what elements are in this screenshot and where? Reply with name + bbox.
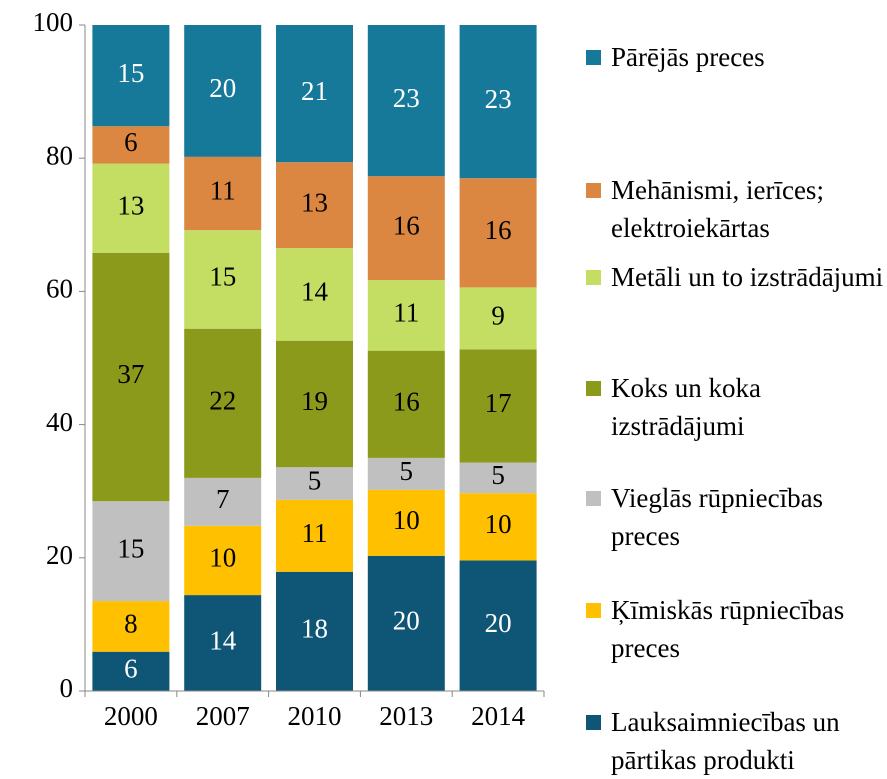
data-label: 16	[393, 386, 420, 416]
legend-label: Vieglās rūpniecības preces	[611, 483, 824, 551]
bar-segment	[276, 25, 353, 163]
bar-segment	[276, 499, 353, 572]
bar-segment	[459, 25, 537, 179]
y-tick-label: 0	[60, 673, 74, 703]
bar-segment	[367, 280, 445, 351]
legend-label: Pārējās preces	[611, 42, 765, 72]
legend-swatch	[586, 715, 601, 730]
bar-segment	[459, 178, 537, 288]
data-label: 5	[491, 460, 505, 490]
data-label: 11	[210, 176, 236, 206]
data-label: 6	[124, 127, 138, 157]
data-label: 16	[485, 215, 512, 245]
y-tick-label: 100	[33, 7, 74, 37]
data-label: 15	[209, 262, 236, 292]
data-label: 14	[301, 277, 329, 307]
legend-swatch	[586, 491, 601, 506]
bar-segment	[92, 651, 170, 691]
bar-segment	[367, 25, 445, 177]
data-label: 17	[485, 388, 512, 418]
data-label: 10	[485, 509, 512, 539]
y-tick-label: 20	[46, 540, 73, 570]
data-label: 20	[393, 606, 420, 636]
legend-swatch	[586, 183, 601, 198]
data-label: 15	[117, 58, 144, 88]
bar-segment	[92, 126, 170, 164]
legend-swatch	[586, 381, 601, 396]
bar-segment	[459, 287, 537, 350]
bar-segment	[276, 248, 353, 341]
bar-segment	[184, 477, 262, 526]
bar-segment	[276, 162, 353, 249]
bar-segment	[92, 163, 170, 253]
data-label: 14	[209, 625, 237, 655]
legend-label: Metāli un to izstrādājumi	[611, 262, 884, 292]
bar-segment	[367, 457, 445, 490]
bar-segment	[276, 467, 353, 500]
data-label: 13	[117, 190, 144, 220]
data-label: 23	[485, 84, 512, 114]
data-label: 5	[400, 456, 414, 486]
data-label: 20	[485, 608, 512, 638]
bar-segment	[367, 176, 445, 281]
data-label: 20	[209, 73, 236, 103]
bar-segment	[367, 555, 445, 691]
data-label: 22	[209, 385, 236, 415]
bar-segment	[459, 462, 537, 494]
bar-segment	[92, 25, 170, 127]
y-tick-label: 80	[46, 140, 73, 170]
data-label: 15	[117, 533, 144, 563]
bar-segment	[184, 328, 262, 478]
bar-segment	[459, 493, 537, 561]
data-label: 7	[216, 484, 230, 514]
y-tick-label: 60	[46, 274, 73, 304]
data-label: 11	[393, 298, 419, 328]
bar-segment	[459, 349, 537, 463]
data-label: 16	[393, 210, 420, 240]
bar-segment	[184, 156, 262, 231]
bar-segment	[92, 252, 170, 502]
x-tick-label: 2013	[379, 701, 433, 731]
bar-segment	[367, 350, 445, 458]
data-label: 10	[209, 543, 236, 573]
legend-label: Koks un koka izstrādājumi	[611, 373, 761, 441]
data-label: 9	[491, 301, 505, 331]
legend-label: Lauksaimniecības un pārtikas produkti	[611, 707, 840, 775]
bar-segment	[92, 601, 170, 652]
data-label: 18	[301, 614, 328, 644]
bar-segment	[184, 595, 262, 691]
data-label: 11	[302, 518, 328, 548]
data-label: 5	[308, 466, 322, 496]
legend-label: Ķīmiskās rūpniecības preces	[611, 595, 845, 663]
x-tick-label: 2010	[288, 701, 342, 731]
bar-segment	[459, 560, 537, 691]
legend-label: Mehānismi, ierīces; elektroiekārtas	[611, 175, 824, 243]
legend-swatch	[586, 270, 601, 285]
data-label: 6	[124, 654, 138, 684]
data-label: 10	[393, 505, 420, 535]
bar-segment	[184, 25, 262, 157]
bar-segment	[367, 489, 445, 556]
data-label: 37	[117, 359, 144, 389]
x-tick-label: 2014	[471, 701, 526, 731]
y-tick-label: 40	[46, 407, 73, 437]
bar-segment	[276, 340, 353, 468]
data-label: 19	[301, 386, 328, 416]
data-label: 13	[301, 187, 328, 217]
x-tick-label: 2007	[196, 701, 250, 731]
legend-swatch	[586, 50, 601, 65]
legend-swatch	[586, 603, 601, 618]
bar-segment	[276, 571, 353, 691]
x-tick-label: 2000	[104, 701, 158, 731]
data-label: 23	[393, 83, 420, 113]
bar-segment	[92, 501, 170, 602]
bar-segment	[184, 230, 262, 329]
data-label: 21	[301, 76, 328, 106]
bar-segment	[184, 525, 262, 596]
data-label: 8	[124, 609, 138, 639]
